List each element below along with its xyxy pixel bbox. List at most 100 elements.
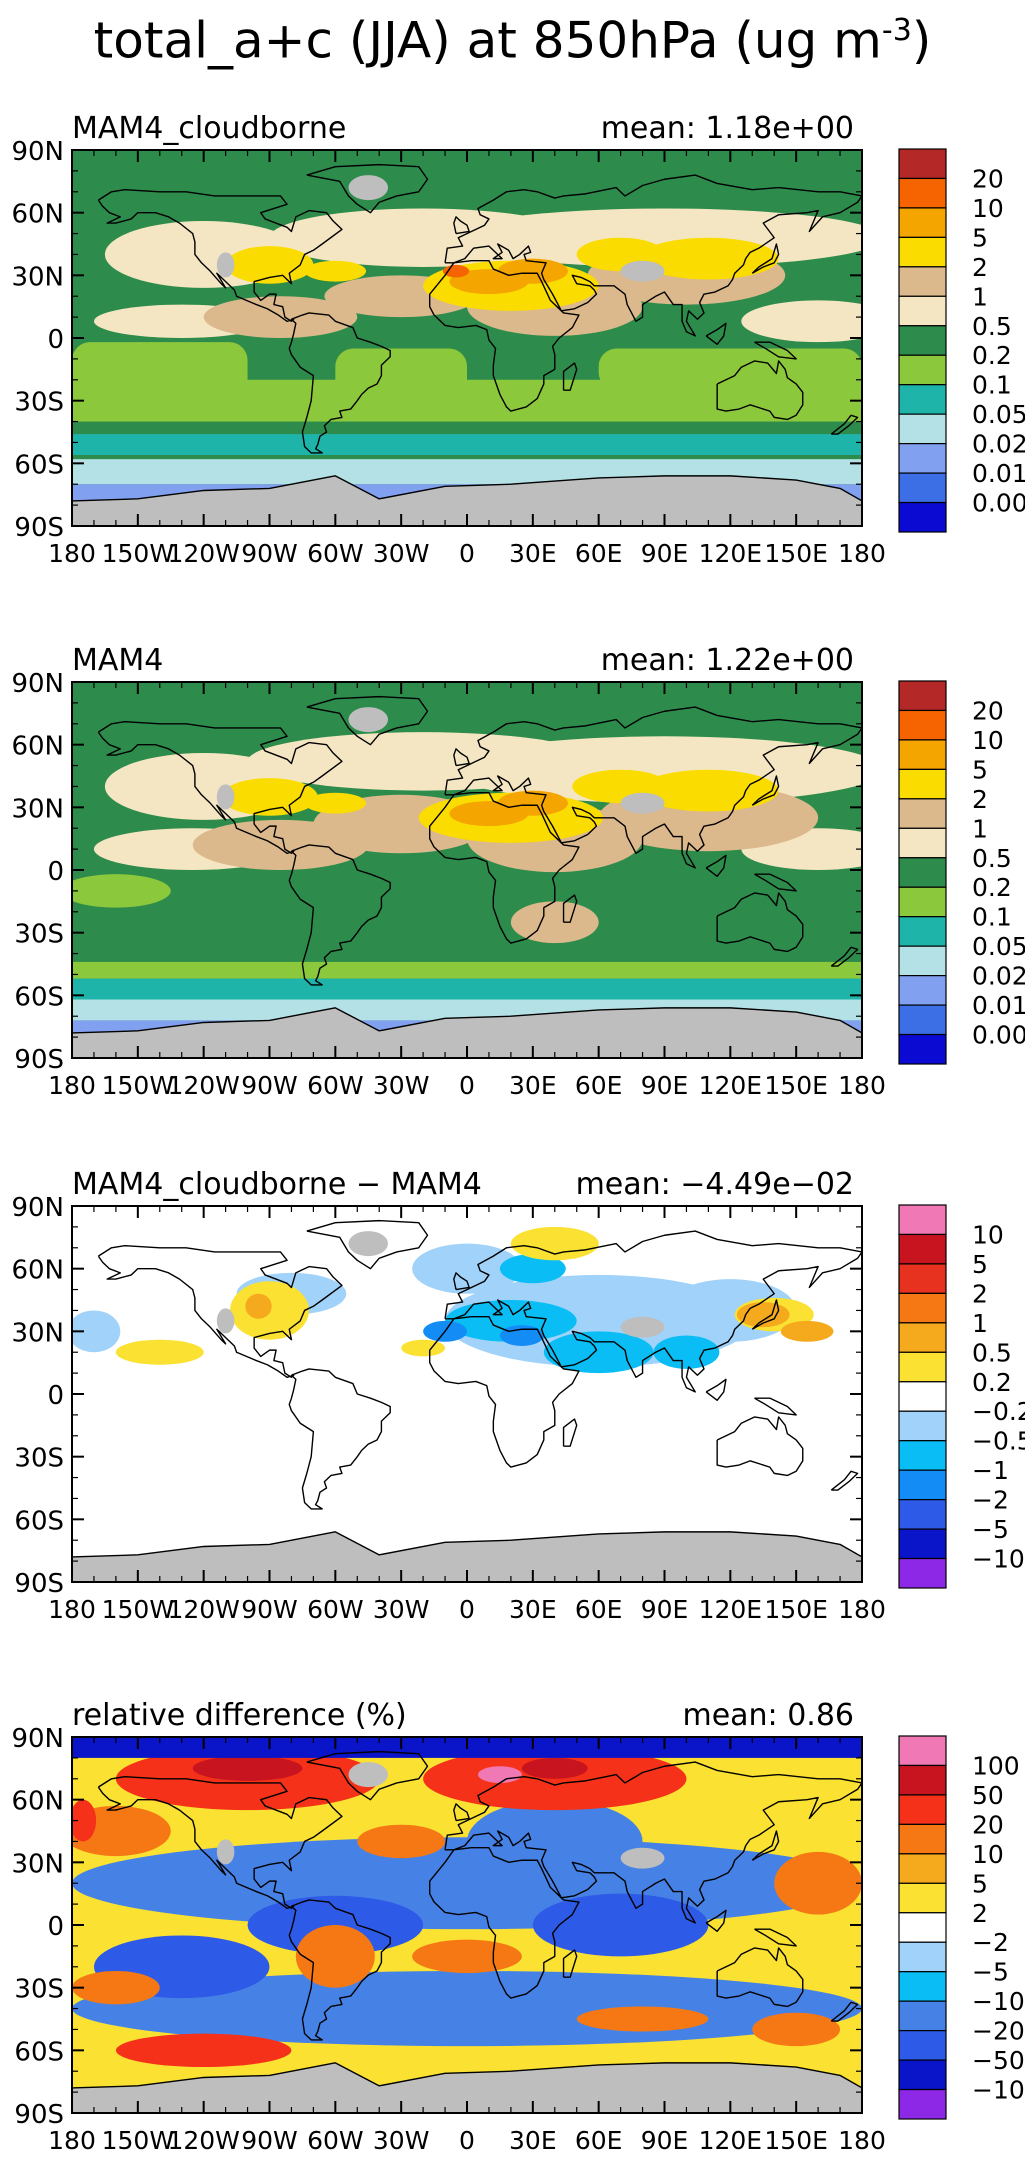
field-region [348,1762,388,1788]
colorbar-swatch [898,1735,947,1767]
field-region [72,1970,160,2005]
field-region [72,874,171,908]
colorbar-label: 0.5 [972,312,1012,341]
coastline [72,475,862,502]
lon-label: 180 [838,539,886,568]
lon-label: 60E [575,1071,623,1100]
lon-label: 60W [307,2126,364,2155]
colorbar-swatch [898,1233,947,1265]
colorbar-swatch [898,1440,947,1471]
lat-label: 60S [14,450,64,480]
coastline [453,1803,470,1822]
coastline [453,748,470,767]
coastline [306,163,429,214]
colorbar-swatch [898,1971,947,2002]
field-region [497,790,568,816]
colorbar-swatch [898,857,947,888]
coastline [562,362,578,391]
colorbar-label: 0.005 [972,1021,1025,1050]
coastline [444,706,862,869]
figure-title-main: total_a+c (JJA) at 850hPa (ug m [93,11,882,70]
colorbar-label: 0.2 [972,341,1012,370]
colorbar-label: 1 [972,282,988,311]
coastline [716,360,804,421]
colorbar-label: 20 [972,696,1004,725]
lon-label: 0 [459,1071,475,1100]
field-region [510,901,599,944]
panel-mean: mean: −4.49e−02 [576,1167,854,1202]
coastline [306,695,429,746]
field-region [780,1320,834,1342]
coastline [72,2062,862,2089]
lat-label: 30S [14,1444,64,1474]
coastline [288,1899,391,2041]
field-region [295,1925,375,1988]
lon-label: 90W [241,2126,298,2155]
field-region [499,1254,566,1284]
lat-label: 30N [11,262,64,292]
colorbar-label: 10 [972,726,1004,755]
lon-label: 60E [575,1595,623,1624]
colorbar-label: 100 [972,1751,1020,1780]
colorbar-swatch [898,1322,947,1353]
colorbar-label: 20 [972,1810,1004,1839]
lon-label: 90W [241,1071,298,1100]
coastline [705,854,727,877]
lon-label: 120W [167,539,239,568]
field-region [348,707,388,733]
colorbar-label: 0.01 [972,991,1025,1020]
field-region [192,1755,303,1781]
coastline [562,1949,578,1978]
lon-label: 90E [641,1595,689,1624]
colorbar-swatch [898,975,947,1006]
lon-label: 60E [575,539,623,568]
colorbar-label: −2 [972,1486,1009,1515]
mean-label: mean: [601,643,706,678]
lon-label: 120W [167,1595,239,1624]
coastline [716,1416,804,1477]
lat-label: 60N [11,200,64,230]
field-region [245,1293,272,1319]
coastline [453,216,470,235]
panel-label: MAM4_cloudborne [72,111,346,146]
colorbar-label: 0.01 [972,459,1025,488]
coastline [751,1830,780,1861]
panel-mean: mean: 0.86 [682,1698,854,1733]
field-region [72,1805,171,1857]
mean-label: mean: [601,111,706,146]
coastlines [72,163,862,502]
colorbar-swatch [898,2030,947,2061]
field-region [348,175,388,201]
colorbar-swatch [898,472,947,504]
field-region [752,2012,841,2047]
lat-label: 90S [14,2100,64,2130]
colorbar-swatch [898,827,947,859]
colorbar-swatch [898,1941,947,1973]
map-field [72,682,862,1058]
lat-label: 60N [11,1256,64,1286]
colorbar-label: 0.005 [972,489,1025,518]
coastline [428,1847,580,1999]
field-region [401,1339,446,1357]
lon-label: 30W [373,1595,430,1624]
coastlines [72,1219,862,1558]
field-band [72,961,862,979]
lat-label: 90S [14,1569,64,1599]
field-region [192,819,369,870]
lon-label: 150E [764,1595,828,1624]
lon-label: 180 [838,1595,886,1624]
lat-label: 90S [14,1045,64,1075]
coastlines [72,695,862,1034]
field-region [620,792,665,814]
colorbar-swatch [898,1912,947,1943]
colorbar-swatch [898,266,947,297]
colorbar-swatch [898,1292,947,1324]
field-region [225,246,314,284]
coastline [751,243,780,274]
lon-label: 60W [307,539,364,568]
field-region [216,784,235,810]
colorbar-label: 5 [972,223,988,252]
lat-label: 90N [11,1724,64,1754]
coastline [751,1299,780,1330]
